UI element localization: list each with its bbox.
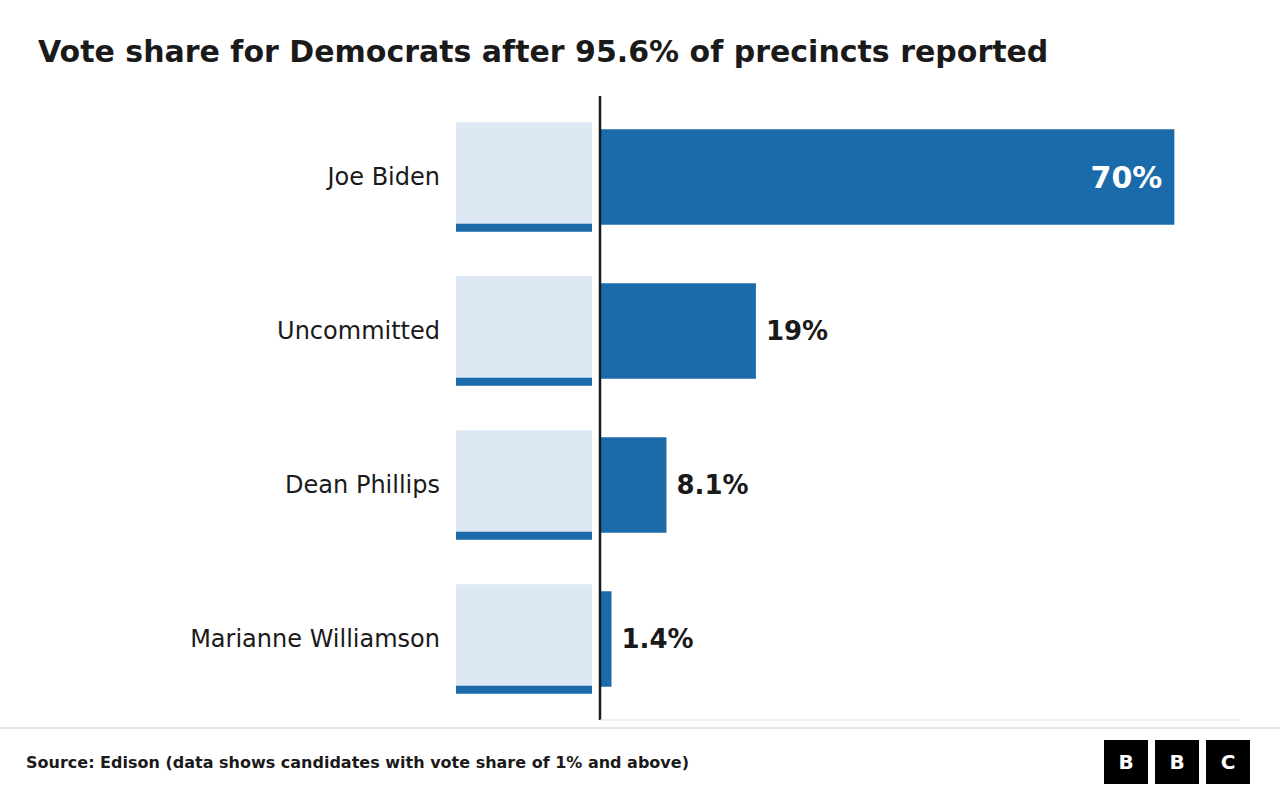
photo-placeholder — [456, 276, 592, 385]
logo-letter: B — [1169, 750, 1184, 774]
logo-box — [1206, 740, 1250, 784]
bars — [600, 129, 1174, 686]
photo-placeholder — [456, 430, 592, 539]
photo-placeholder — [456, 122, 592, 231]
axis-line — [599, 96, 602, 720]
logo-letter: C — [1221, 750, 1236, 774]
logo-box — [1104, 740, 1148, 784]
chart-container: Vote share for Democrats after 95.6% of … — [0, 0, 1280, 800]
photo-stripe — [456, 378, 592, 386]
bar — [600, 591, 611, 686]
bar — [600, 129, 1174, 224]
data-label: 8.1% — [676, 470, 748, 500]
background — [0, 0, 1280, 800]
category-label: Uncommitted — [277, 317, 440, 345]
bar — [600, 283, 756, 378]
photo-stripe — [456, 224, 592, 232]
logo: BBC — [1104, 740, 1250, 784]
category-label: Joe Biden — [326, 163, 441, 191]
footer-source: Source: Edison (data shows candidates wi… — [26, 753, 689, 772]
category-label: Marianne Williamson — [190, 625, 440, 653]
photo-stripe — [456, 532, 592, 540]
chart-svg: Vote share for Democrats after 95.6% of … — [0, 0, 1280, 800]
photo-stripe — [456, 686, 592, 694]
value-axis-range — [600, 720, 1240, 721]
logo-box — [1155, 740, 1199, 784]
title: Vote share for Democrats after 95.6% of … — [38, 34, 1048, 69]
bar — [600, 437, 666, 532]
logo-letter: B — [1118, 750, 1133, 774]
category-label: Dean Phillips — [285, 471, 440, 499]
data-label: 70% — [1091, 160, 1163, 195]
data-label: 1.4% — [621, 624, 693, 654]
data-label: 19% — [766, 316, 828, 346]
footer-separator — [0, 728, 1280, 729]
photo-placeholder — [456, 584, 592, 693]
